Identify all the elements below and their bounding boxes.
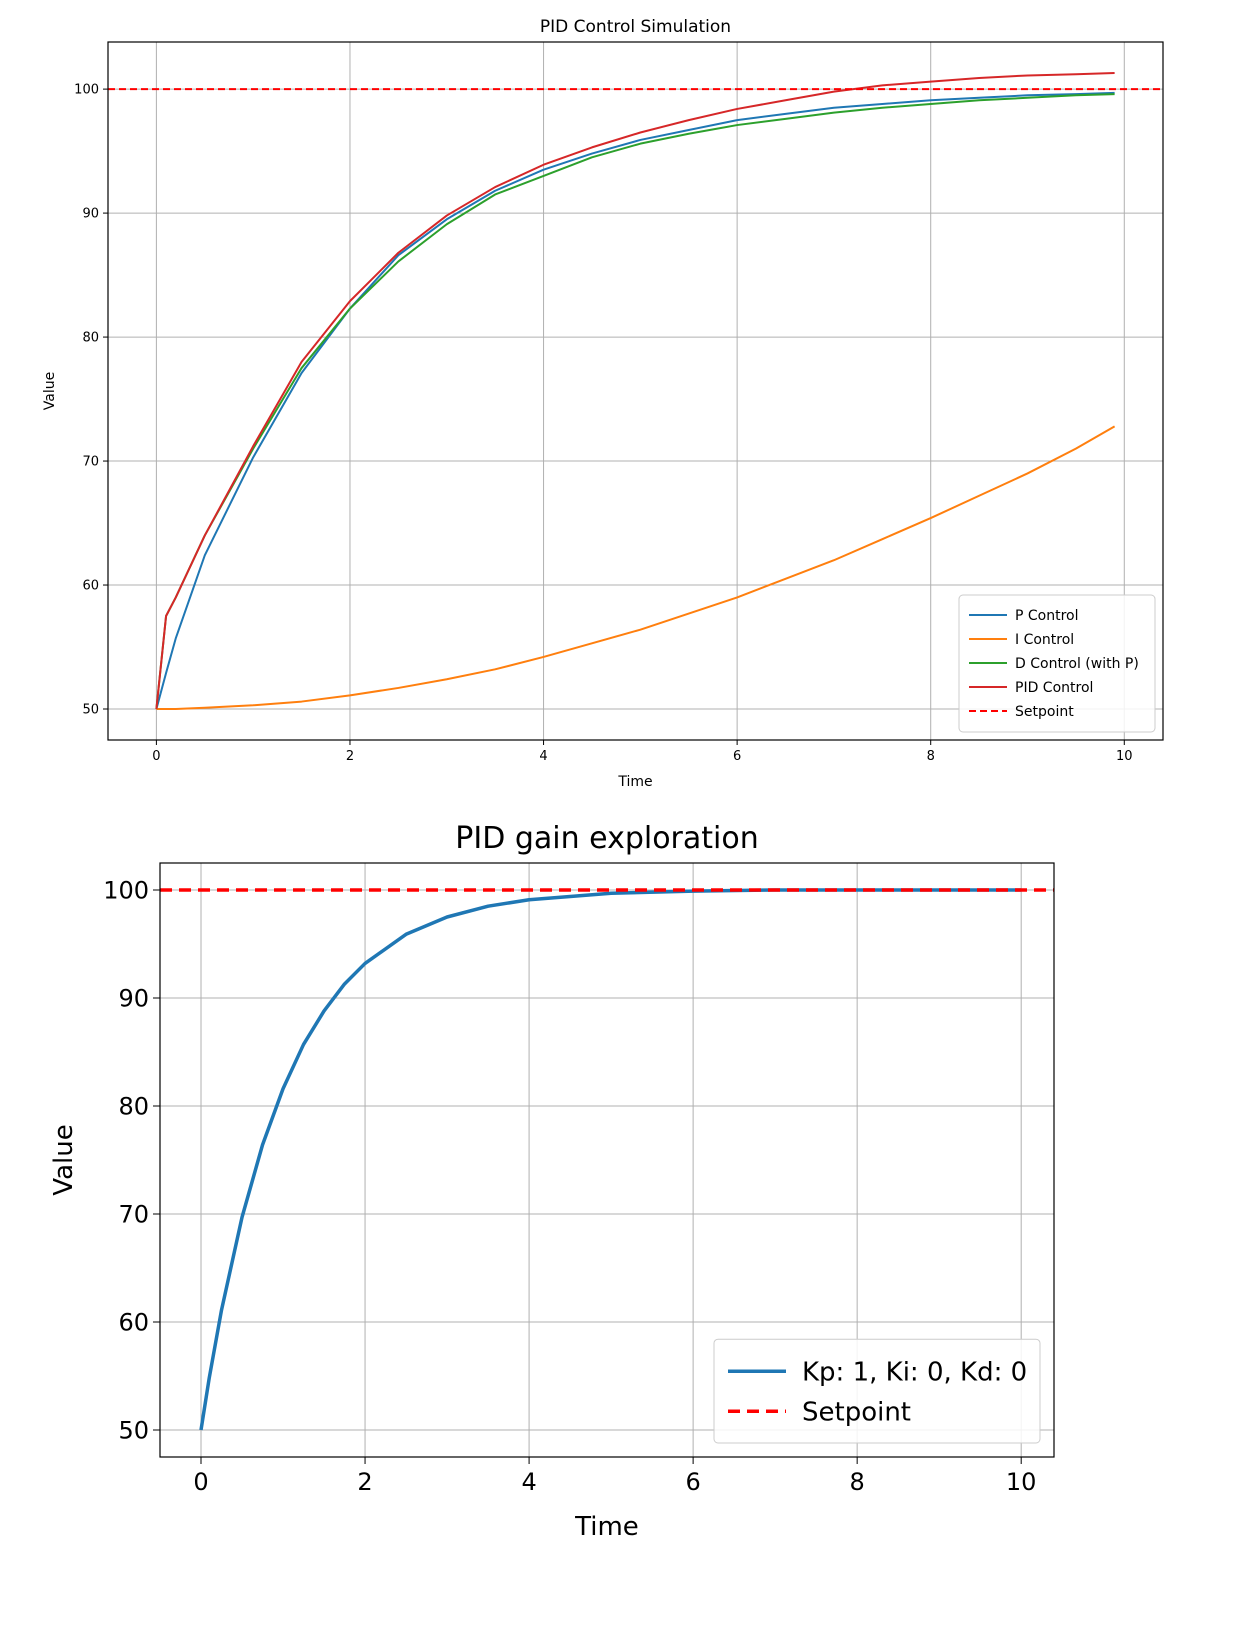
x-tick-label: 8 (927, 749, 935, 764)
x-tick-label: 4 (539, 749, 547, 764)
legend-label: I Control (1015, 632, 1074, 648)
legend: P Control I Control D Control (with P) PID … (958, 594, 1156, 733)
y-tick-label: 50 (118, 1416, 149, 1444)
chart-title: PID gain exploration (455, 821, 759, 856)
x-axis-label: Time (617, 774, 652, 790)
legend: Kp: 1, Ki: 0, Kd: 0 Setpoint (713, 1338, 1041, 1444)
y-tick-label: 60 (82, 579, 99, 594)
y-tick-label: 100 (103, 876, 149, 904)
pid-gain-exploration-chart: 0 2 4 6 8 10 50 60 70 80 90 100 PID gain exploratio… (49, 821, 1055, 1542)
x-tick-label: 0 (193, 1468, 208, 1496)
y-tick-label: 80 (118, 1092, 149, 1120)
y-tick-label: 70 (82, 455, 99, 470)
chart-title: PID Control Simulation (540, 17, 731, 37)
plot-area-frame (159, 862, 1055, 1458)
y-axis-label: Value (42, 372, 58, 410)
y-tick-label: 90 (118, 984, 149, 1012)
legend-label: D Control (with P) (1015, 656, 1139, 672)
pid-control-simulation-chart: 0 2 4 6 8 10 50 60 70 80 90 100 PID Control Simulat… (42, 17, 1164, 790)
legend-label: P Control (1015, 608, 1079, 624)
legend-label: Setpoint (1015, 704, 1074, 720)
y-tick-label: 100 (74, 83, 99, 98)
legend-label: PID Control (1015, 680, 1093, 696)
legend-label: Kp: 1, Ki: 0, Kd: 0 (802, 1358, 1027, 1388)
x-axis-label: Time (574, 1512, 639, 1542)
plot-area-frame (107, 41, 1164, 741)
x-tick-label: 8 (850, 1468, 865, 1496)
legend-box (958, 594, 1156, 733)
y-tick-label: 70 (118, 1200, 149, 1228)
x-tick-label: 2 (357, 1468, 372, 1496)
y-tick-label: 50 (82, 703, 99, 718)
y-tick-label: 90 (82, 207, 99, 222)
x-tick-label: 10 (1116, 749, 1133, 764)
series-line-pid-control (155, 71, 1115, 710)
x-tick-label: 2 (346, 749, 354, 764)
y-axis-label: Value (49, 1124, 79, 1195)
x-tick-label: 4 (521, 1468, 536, 1496)
x-tick-label: 0 (152, 749, 160, 764)
x-tick-label: 10 (1006, 1468, 1037, 1496)
legend-box (713, 1338, 1041, 1444)
series-line-p-control (155, 91, 1115, 710)
x-tick-label: 6 (685, 1468, 700, 1496)
series-line-kp-1-ki-0-kd-0 (199, 888, 1022, 1431)
legend-label: Setpoint (802, 1398, 911, 1428)
x-tick-label: 6 (733, 749, 741, 764)
series-line-i-control (156, 425, 1116, 711)
y-tick-label: 60 (118, 1308, 149, 1336)
y-tick-label: 80 (82, 331, 99, 346)
